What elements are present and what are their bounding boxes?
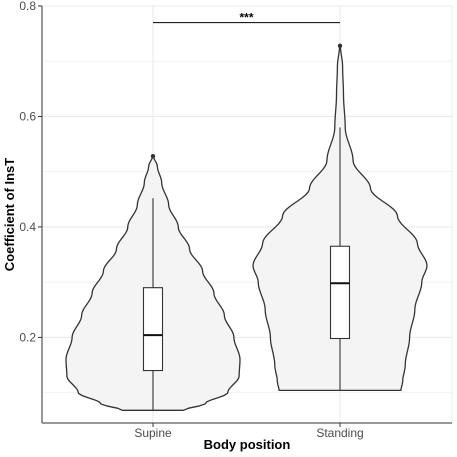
- x-axis-title: Body position: [204, 437, 291, 452]
- outlier-point: [150, 154, 156, 159]
- y-tick-label: 0.4: [19, 220, 36, 234]
- outlier-point: [337, 43, 343, 48]
- violins: [65, 43, 428, 411]
- box-standing: [329, 245, 351, 340]
- y-tick-label: 0.2: [19, 330, 36, 344]
- y-tick-label: 0.6: [19, 109, 36, 123]
- axes: 0.2 0.4 0.6 0.8 Supine Standing: [19, 0, 452, 440]
- y-tick-label: 0.8: [19, 0, 36, 13]
- x-tick-label: Supine: [134, 426, 172, 440]
- box-supine: [142, 287, 164, 372]
- x-tick-label: Standing: [316, 426, 363, 440]
- y-axis-title: Coefficient of InsT: [2, 158, 17, 271]
- significance-label: ***: [239, 11, 253, 25]
- significance-annotation: ***: [153, 11, 340, 25]
